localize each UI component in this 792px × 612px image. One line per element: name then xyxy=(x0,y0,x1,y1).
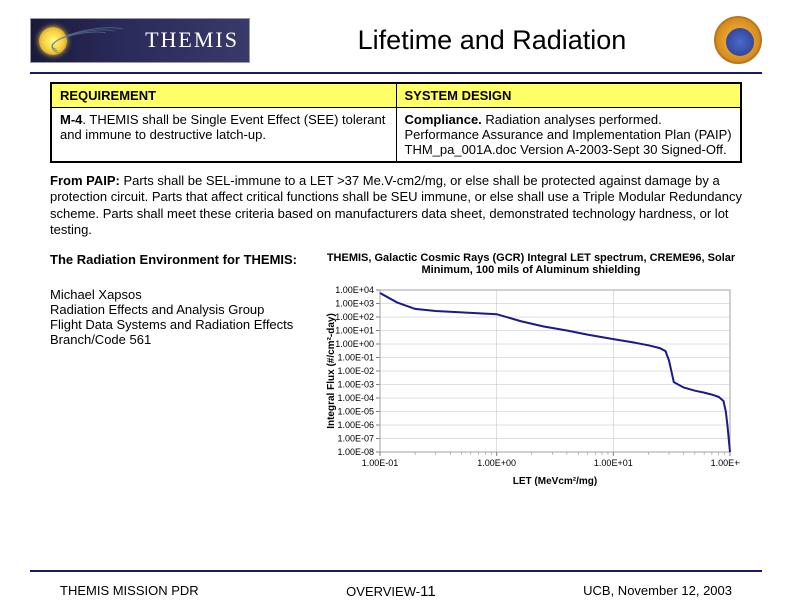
svg-text:1.00E-03: 1.00E-03 xyxy=(337,380,374,390)
footer-center-prefix: OVERVIEW- xyxy=(346,584,420,599)
svg-text:Integral Flux (#/cm²-day): Integral Flux (#/cm²-day) xyxy=(326,313,337,429)
svg-text:1.00E-04: 1.00E-04 xyxy=(337,393,374,403)
paip-lead: From PAIP: xyxy=(50,173,120,188)
env-heading: The Radiation Environment for THEMIS: xyxy=(50,252,320,267)
mission-emblem-icon xyxy=(714,16,762,64)
col-system-design: SYSTEM DESIGN xyxy=(396,83,741,108)
svg-text:1.00E+01: 1.00E+01 xyxy=(335,326,374,336)
svg-text:1.00E+04: 1.00E+04 xyxy=(335,285,374,295)
chart-svg: 1.00E-08 1.00E-07 1.00E-06 1.00E-05 1.00E-04… xyxy=(320,280,740,490)
cell-requirement: M-4. THEMIS shall be Single Event Effect… xyxy=(51,108,396,163)
slide-header: THEMIS Lifetime and Radiation xyxy=(0,0,792,70)
slide-body: REQUIREMENT SYSTEM DESIGN M-4. THEMIS sh… xyxy=(0,74,792,490)
credit-line: Radiation Effects and Analysis Group xyxy=(50,302,320,317)
footer-rule xyxy=(30,570,762,572)
svg-text:1.00E-05: 1.00E-05 xyxy=(337,407,374,417)
paip-body: Parts shall be SEL-immune to a LET >37 M… xyxy=(50,173,742,237)
design-lead: Compliance. xyxy=(405,112,482,127)
themis-logo: THEMIS xyxy=(30,18,250,63)
environment-text: The Radiation Environment for THEMIS: Mi… xyxy=(50,252,320,490)
fieldlines-icon xyxy=(51,33,131,53)
requirements-table: REQUIREMENT SYSTEM DESIGN M-4. THEMIS sh… xyxy=(50,82,742,163)
page-title: Lifetime and Radiation xyxy=(250,25,714,56)
req-text: . THEMIS shall be Single Event Effect (S… xyxy=(60,112,385,142)
paip-paragraph: From PAIP: Parts shall be SEL-immune to … xyxy=(50,173,742,238)
credit-line: Flight Data Systems and Radiation Effect… xyxy=(50,317,320,347)
footer-right: UCB, November 12, 2003 xyxy=(583,583,732,600)
credit-line: Michael Xapsos xyxy=(50,287,320,302)
svg-text:1.00E+00: 1.00E+00 xyxy=(477,458,516,468)
table-row: M-4. THEMIS shall be Single Event Effect… xyxy=(51,108,741,163)
svg-text:1.00E+00: 1.00E+00 xyxy=(335,339,374,349)
req-id: M-4 xyxy=(60,112,82,127)
svg-text:1.00E+02: 1.00E+02 xyxy=(335,312,374,322)
chart-title: THEMIS, Galactic Cosmic Rays (GCR) Integ… xyxy=(320,252,742,276)
svg-text:1.00E+01: 1.00E+01 xyxy=(594,458,633,468)
svg-text:1.00E-01: 1.00E-01 xyxy=(337,353,374,363)
svg-text:1.00E-07: 1.00E-07 xyxy=(337,434,374,444)
svg-text:1.00E-02: 1.00E-02 xyxy=(337,366,374,376)
footer-left: THEMIS MISSION PDR xyxy=(60,583,199,600)
slide-footer: THEMIS MISSION PDR OVERVIEW-11 UCB, Nove… xyxy=(0,583,792,600)
svg-text:1.00E+02: 1.00E+02 xyxy=(711,458,740,468)
environment-block: The Radiation Environment for THEMIS: Mi… xyxy=(50,252,742,490)
footer-page: 11 xyxy=(420,583,436,600)
col-requirement: REQUIREMENT xyxy=(51,83,396,108)
svg-text:1.00E-08: 1.00E-08 xyxy=(337,447,374,457)
svg-text:1.00E-01: 1.00E-01 xyxy=(362,458,399,468)
footer-center: OVERVIEW-11 xyxy=(346,583,436,600)
svg-text:1.00E+03: 1.00E+03 xyxy=(335,299,374,309)
logo-text: THEMIS xyxy=(145,27,239,53)
svg-text:1.00E-06: 1.00E-06 xyxy=(337,420,374,430)
cell-design: Compliance. Radiation analyses performed… xyxy=(396,108,741,163)
let-spectrum-chart: THEMIS, Galactic Cosmic Rays (GCR) Integ… xyxy=(320,252,742,490)
svg-text:LET (MeVcm²/mg): LET (MeVcm²/mg) xyxy=(513,476,597,487)
